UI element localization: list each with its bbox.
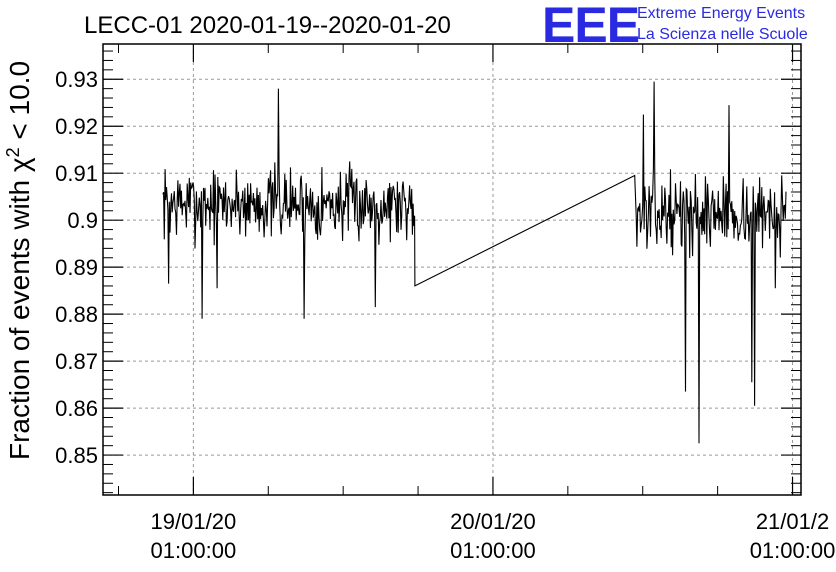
y-axis-label-chi: χ	[4, 157, 35, 172]
y-tick-label: 0.9	[67, 208, 98, 233]
x-axis-tick-labels: 19/01/20 01:00:00 20/01/20 01:00:00 21/01/2 0…	[151, 509, 836, 563]
y-tick-label: 0.88	[55, 302, 98, 327]
y-axis-tick-labels: 0.85 0.86 0.87 0.88 0.89 0.9 0.91 0.92 0.93	[55, 67, 98, 468]
x-tick-label-date: 19/01/20	[151, 509, 237, 534]
y-axis-label-prefix: Fraction of events with	[4, 172, 35, 460]
x-tick-label-date: 21/01/2	[756, 509, 829, 534]
x-tick-label-time: 01:00:00	[450, 538, 536, 563]
y-axis-label: Fraction of events with χ2 < 10.0	[3, 61, 35, 460]
x-tick-label-date: 20/01/20	[450, 509, 536, 534]
logo-text: EEE	[542, 0, 639, 53]
chart-title: LECC-01 2020-01-19--2020-01-20	[84, 12, 451, 39]
y-tick-label: 0.93	[55, 67, 98, 92]
x-tick-label-time: 01:00:00	[750, 538, 836, 563]
logo-line-1: Extreme Energy Events	[637, 5, 805, 22]
y-tick-label: 0.86	[55, 396, 98, 421]
y-tick-label: 0.87	[55, 349, 98, 374]
series-line	[162, 81, 787, 444]
plot-frame	[102, 43, 802, 496]
y-axis-label-sup: 2	[3, 147, 23, 157]
y-axis-label-suffix: < 10.0	[4, 61, 35, 147]
y-tick-label: 0.92	[55, 114, 98, 139]
y-tick-label: 0.91	[55, 161, 98, 186]
y-tick-label: 0.89	[55, 255, 98, 280]
y-tick-label: 0.85	[55, 443, 98, 468]
eee-logo: EEE Extreme Energy Events La Scienza nel…	[542, 0, 808, 53]
logo-line-2: La Scienza nelle Scuole	[637, 26, 808, 43]
data-series	[162, 81, 787, 444]
axis-ticks	[103, 44, 801, 495]
x-tick-label-time: 01:00:00	[151, 538, 237, 563]
